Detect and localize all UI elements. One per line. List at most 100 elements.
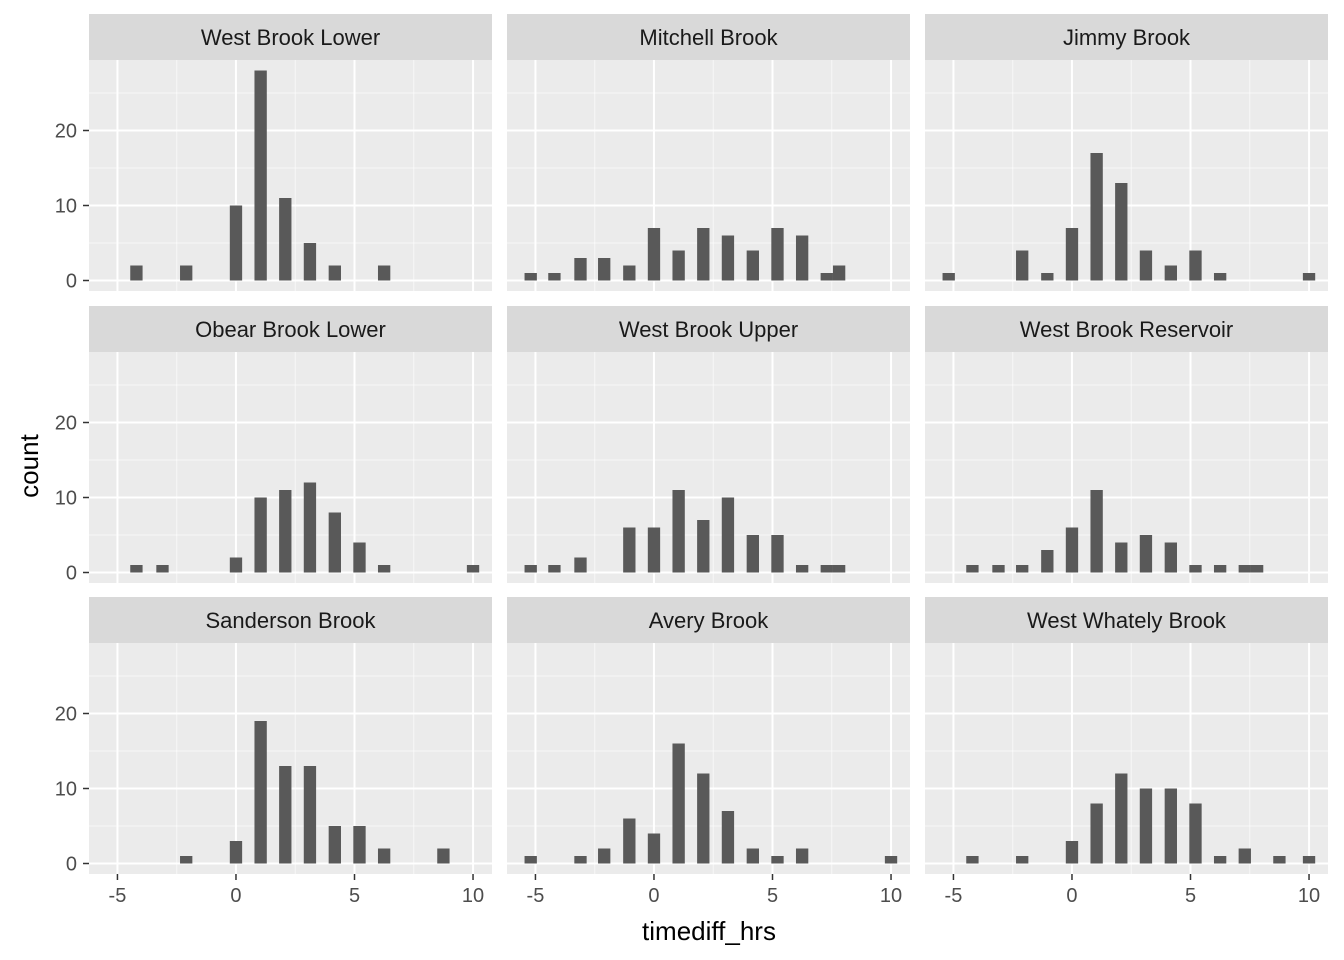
histogram-bar: [771, 228, 784, 281]
facet-strip: [89, 14, 492, 60]
histogram-bar: [574, 856, 587, 864]
histogram-bar: [795, 235, 809, 281]
x-tick-label: 10: [462, 885, 484, 907]
histogram-bar: [1273, 856, 1286, 864]
facet-panels: West Brook Lower Mitchell Brook Jimmy Broo…: [89, 14, 1328, 874]
histogram-bar: [1164, 788, 1177, 864]
x-tick-label: 0: [648, 885, 659, 907]
facet-title: West Whately Brook: [1027, 608, 1227, 633]
histogram-bar: [771, 856, 784, 864]
facet-panel: West Brook Lower: [89, 14, 492, 291]
histogram-bar: [1164, 542, 1177, 573]
facet-panel: West Brook Reservoir: [925, 306, 1328, 583]
histogram-bar: [377, 848, 391, 864]
histogram-bar: [1115, 773, 1128, 864]
histogram-bar: [1139, 788, 1153, 864]
x-axis: -5 0 5 10 -5 0 5 10 -5 0 5 10: [109, 874, 1320, 907]
histogram-bar: [130, 565, 143, 573]
histogram-bar: [697, 228, 710, 281]
histogram-bar: [1189, 803, 1202, 864]
histogram-bar: [1189, 565, 1202, 573]
histogram-bar: [353, 542, 366, 573]
facet-strip: [507, 306, 910, 352]
histogram-bar: [672, 743, 685, 864]
facet-panel: Avery Brook: [507, 597, 910, 874]
x-tick-label: -5: [527, 885, 545, 907]
histogram-bar: [647, 527, 661, 573]
x-tick-label: 10: [880, 885, 902, 907]
histogram-bar: [1302, 856, 1316, 864]
histogram-bar: [832, 265, 846, 281]
histogram-bar: [623, 265, 636, 281]
histogram-bar: [1016, 250, 1029, 281]
x-tick-label: 5: [767, 885, 778, 907]
x-tick-label: 10: [1298, 885, 1320, 907]
histogram-bar: [328, 265, 341, 281]
histogram-bar: [697, 520, 710, 573]
histogram-bar: [328, 512, 341, 573]
histogram-bar: [156, 565, 169, 573]
histogram-bar: [574, 258, 587, 281]
facet-title: Mitchell Brook: [639, 25, 778, 50]
histogram-bar: [466, 565, 480, 573]
histogram-bar: [1016, 565, 1029, 573]
facet-panel: West Brook Upper: [507, 306, 910, 583]
y-tick-label: 10: [55, 196, 77, 218]
histogram-bar: [353, 826, 366, 864]
histogram-bar: [1016, 856, 1029, 864]
histogram-bar: [1139, 250, 1153, 281]
histogram-bar: [548, 273, 561, 281]
facet-strip: [89, 306, 492, 352]
facet-panel: West Whately Brook: [925, 597, 1328, 874]
x-tick-label: 0: [1066, 885, 1077, 907]
histogram-bar: [992, 565, 1005, 573]
facet-title: Sanderson Brook: [206, 608, 377, 633]
histogram-bar: [180, 856, 193, 864]
histogram-bar: [1250, 565, 1264, 573]
histogram-bar: [1090, 490, 1103, 573]
y-tick-label: 20: [55, 121, 77, 143]
histogram-bar: [1115, 542, 1128, 573]
y-tick-label: 0: [66, 271, 77, 293]
histogram-bar: [1065, 228, 1079, 281]
x-tick-label: 5: [349, 885, 360, 907]
y-tick-label: 10: [55, 779, 77, 801]
histogram-bar: [180, 265, 193, 281]
histogram-bar: [746, 848, 759, 864]
y-tick-label: 0: [66, 854, 77, 876]
x-tick-label: 0: [230, 885, 241, 907]
facet-title: West Brook Upper: [619, 317, 798, 342]
histogram-bar: [1090, 803, 1103, 864]
histogram-bar: [279, 766, 292, 864]
histogram-bar: [795, 565, 809, 573]
histogram-bar: [1090, 153, 1103, 281]
histogram-bar: [721, 235, 735, 281]
x-tick-label: -5: [109, 885, 127, 907]
x-tick-label: 5: [1185, 885, 1196, 907]
histogram-bar: [1065, 841, 1079, 864]
facet-panel: Obear Brook Lower: [89, 306, 492, 583]
facet-panel: Sanderson Brook: [89, 597, 492, 874]
facet-strip: [925, 306, 1328, 352]
histogram-bar: [229, 841, 243, 864]
facet-strip: [507, 14, 910, 60]
histogram-bar: [574, 557, 587, 573]
histogram-bar: [1164, 265, 1177, 281]
histogram-bar: [254, 497, 267, 573]
facet-panel: Mitchell Brook: [507, 14, 910, 291]
x-axis-title: timediff_hrs: [642, 916, 776, 946]
histogram-bar: [303, 482, 317, 573]
histogram-bar: [377, 565, 391, 573]
facet-title: West Brook Reservoir: [1020, 317, 1234, 342]
histogram-bar: [771, 535, 784, 573]
histogram-bar: [1213, 273, 1227, 281]
histogram-bar: [966, 856, 979, 864]
histogram-bar: [1041, 273, 1054, 281]
histogram-bar: [279, 198, 292, 281]
histogram-bar: [623, 527, 636, 573]
histogram-bar: [795, 848, 809, 864]
histogram-bar: [942, 273, 955, 281]
facet-title: Obear Brook Lower: [195, 317, 386, 342]
histogram-bar: [1302, 273, 1316, 281]
